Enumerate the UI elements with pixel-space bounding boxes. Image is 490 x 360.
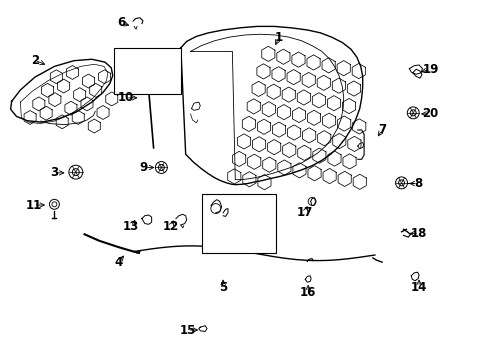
Text: 7: 7 bbox=[378, 123, 386, 136]
Text: 9: 9 bbox=[140, 161, 148, 174]
Text: 4: 4 bbox=[115, 256, 122, 269]
Text: 1: 1 bbox=[275, 31, 283, 44]
Text: 12: 12 bbox=[163, 220, 179, 233]
Text: 10: 10 bbox=[118, 91, 134, 104]
Text: 2: 2 bbox=[31, 54, 39, 67]
Text: 13: 13 bbox=[122, 220, 139, 233]
Text: 3: 3 bbox=[50, 166, 58, 179]
Text: 19: 19 bbox=[422, 63, 439, 76]
Text: 16: 16 bbox=[300, 286, 317, 299]
Text: 8: 8 bbox=[414, 177, 422, 190]
Text: 11: 11 bbox=[25, 198, 42, 212]
Text: 15: 15 bbox=[179, 324, 196, 337]
Bar bbox=[114, 48, 181, 94]
Text: 20: 20 bbox=[422, 107, 439, 120]
Bar bbox=[202, 194, 276, 253]
Text: 6: 6 bbox=[117, 16, 125, 29]
Text: 14: 14 bbox=[411, 281, 427, 294]
Text: 17: 17 bbox=[297, 206, 314, 219]
Text: 18: 18 bbox=[411, 227, 427, 240]
Text: 5: 5 bbox=[219, 281, 227, 294]
